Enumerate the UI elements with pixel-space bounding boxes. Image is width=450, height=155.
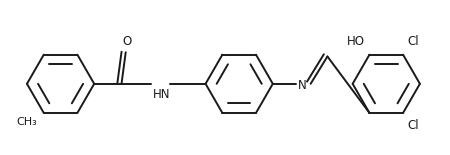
Text: Cl: Cl xyxy=(407,35,419,48)
Text: CH₃: CH₃ xyxy=(17,117,37,127)
Text: N: N xyxy=(298,79,307,92)
Text: HN: HN xyxy=(153,88,171,101)
Text: O: O xyxy=(122,35,131,48)
Text: HO: HO xyxy=(347,35,365,48)
Text: Cl: Cl xyxy=(407,119,419,132)
